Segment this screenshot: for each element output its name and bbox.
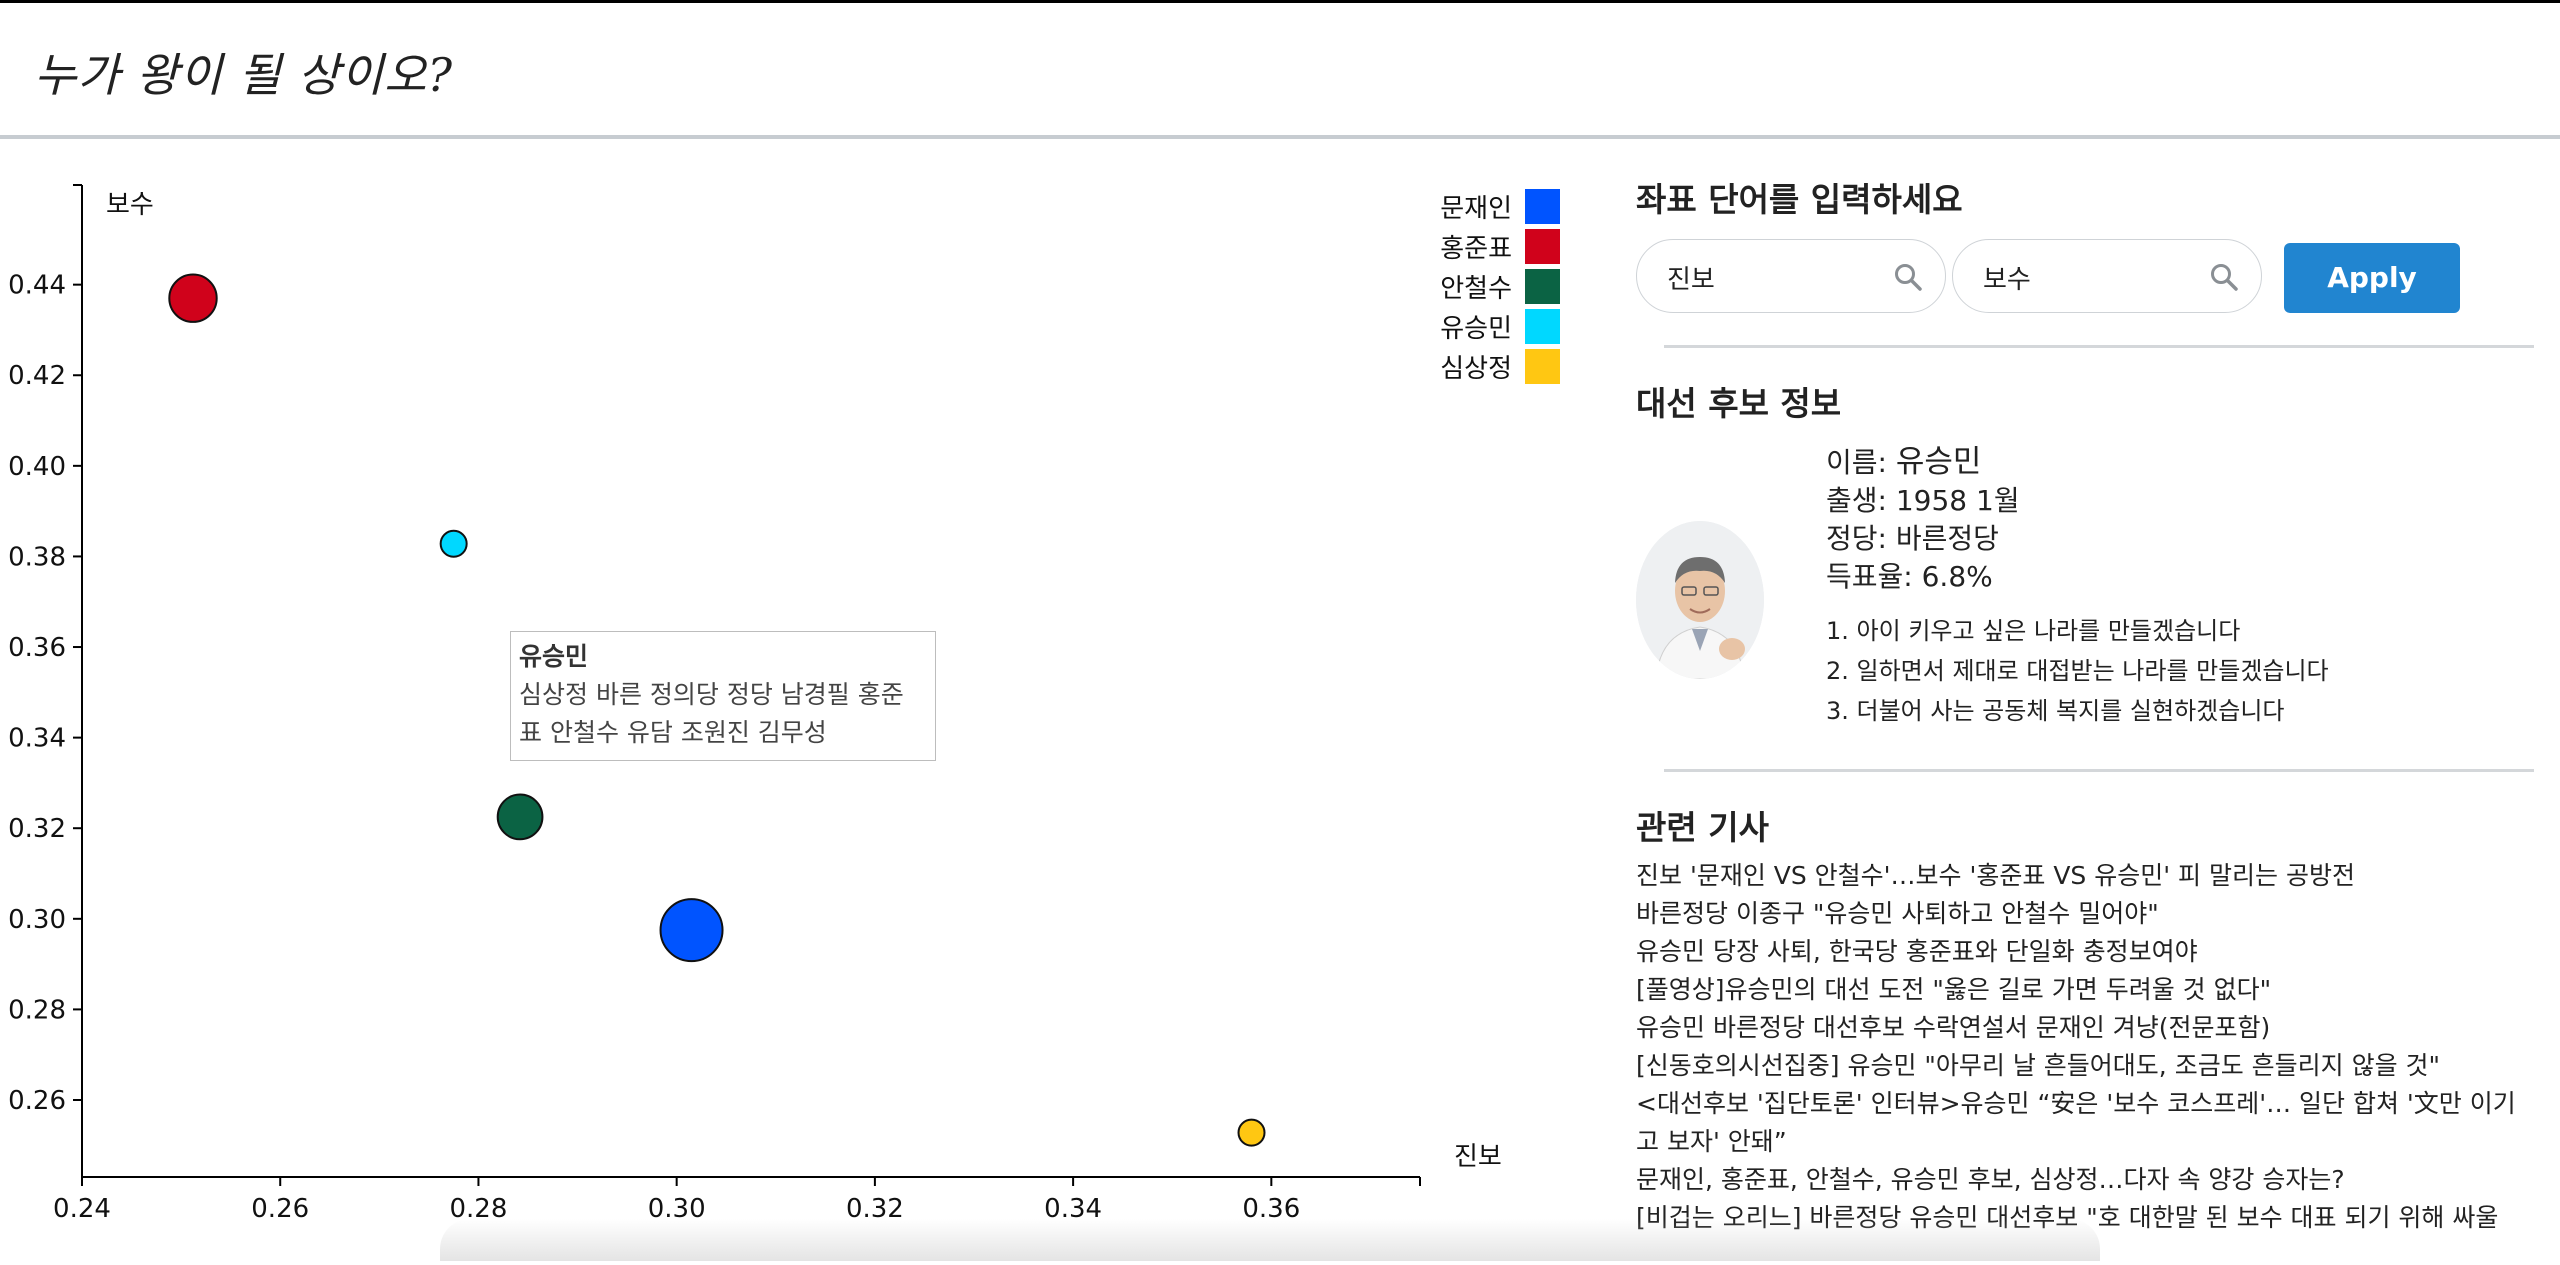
coord-input-row: Apply [1636,239,2536,315]
y-tick-label: 0.36 [8,633,66,663]
tooltip-name: 유승민 [519,642,589,671]
side-panel: 좌표 단어를 입력하세요 Apply 대선 후보 정보 [1636,173,2536,1232]
x-tick-label: 0.26 [251,1194,309,1224]
tooltip-keywords-line-2: 표 안철수 유담 조원진 김무성 [519,718,827,747]
x-axis-label: 진보 [1454,1142,1502,1172]
candidate-name-row: 이름: 유승민 [1826,443,2020,482]
legend-swatch [1525,189,1560,224]
candidate-details: 이름: 유승민 출생: 1958 1월 정당: 바른정당 득표율: 6.8% [1826,443,2020,596]
legend-swatch [1525,349,1560,384]
news-item[interactable]: [풀영상]유승민의 대선 도전 "옳은 길로 가면 두려울 것 없다" [1636,975,2272,1004]
candidate-point [659,898,724,963]
candidate-birth: 출생: 1958 1월 [1826,484,2020,517]
candidate-party: 정당: 바른정당 [1826,522,1999,555]
legend-label: 안철수 [1440,274,1512,304]
y-tick-label: 0.38 [8,542,66,572]
legend-swatch [1525,269,1560,304]
chart-area: 0.26 0.28 0.30 0.32 0.34 0.36 0.38 0.40 0.42 0.44… [0,143,1600,1261]
y-tick-label: 0.32 [8,814,66,844]
y-tick-label: 0.28 [8,995,66,1025]
legend-label: 심상정 [1440,354,1512,384]
y-tick-label: 0.44 [8,271,66,301]
pledge-item: 1. 아이 키우고 싶은 나라를 만들겠습니다 [1826,617,2241,645]
name-value: 유승민 [1895,444,1982,480]
candidate-profile: 이름: 유승민 출생: 1958 1월 정당: 바른정당 득표율: 6.8% 1… [1636,443,2536,743]
legend-swatch [1525,309,1560,344]
candidate-photo [1636,521,1764,679]
apply-button[interactable]: Apply [2284,243,2460,313]
candidate-vote-share: 득표율: 6.8% [1826,560,1993,593]
app-header: 누가 왕이 될 상이오? [0,3,2560,139]
legend-label: 유승민 [1440,314,1512,344]
news-item[interactable]: 유승민 당장 사퇴, 한국당 홍준표와 단일화 충정보여야 [1636,937,2198,966]
legend-label: 문재인 [1440,194,1512,224]
pledge-list: 1. 아이 키우고 싶은 나라를 만들겠습니다 2. 일하면서 제대로 대접받는… [1826,611,2329,731]
divider [1664,769,2534,772]
tooltip-keywords-line-1: 심상정 바른 정의당 정당 남경필 홍준 [519,680,904,709]
coord-input-title: 좌표 단어를 입력하세요 [1636,180,1963,219]
y-tick-label: 0.30 [8,905,66,935]
search-icon[interactable] [1893,262,1923,292]
candidate-tooltip: 유승민 심상정 바른 정의당 정당 남경필 홍준 표 안철수 유담 조원진 김무… [510,631,936,761]
x-axis-word-input[interactable] [1665,254,1879,300]
scatter-chart: 0.26 0.28 0.30 0.32 0.34 0.36 0.38 0.40 0.42 0.44… [8,184,1560,1224]
candidate-portrait-icon [1636,521,1764,679]
page-title: 누가 왕이 될 상이오? [34,48,454,102]
candidate-point [496,793,544,841]
pledge-item: 3. 더불어 사는 공동체 복지를 실현하겠습니다 [1826,697,2285,725]
legend-swatch [1525,229,1560,264]
candidate-point [168,273,218,323]
divider [1664,345,2534,348]
y-axis-word-input[interactable] [1981,254,2195,300]
related-news-title: 관련 기사 [1636,808,1769,847]
news-item[interactable]: 바른정당 이종구 "유승민 사퇴하고 안철수 밀어야" [1636,899,2159,928]
y-tick-label: 0.42 [8,361,66,391]
pledge-item: 2. 일하면서 제대로 대접받는 나라를 만들겠습니다 [1826,657,2329,685]
candidate-info-title: 대선 후보 정보 [1636,384,1842,423]
y-tick-label: 0.34 [8,724,66,754]
y-axis-word-field[interactable] [1952,239,2262,313]
news-item[interactable]: 문재인, 홍준표, 안철수, 유승민 후보, 심상정…다자 속 양강 승자는? [1636,1165,2345,1194]
candidate-point [439,529,468,558]
news-list: 진보 '문재인 VS 안철수'…보수 '홍준표 VS 유승민' 피 말리는 공방… [1636,857,2536,1237]
news-item[interactable]: 진보 '문재인 VS 안철수'…보수 '홍준표 VS 유승민' 피 말리는 공방… [1636,861,2355,890]
name-label: 이름: [1826,446,1896,479]
search-icon[interactable] [2209,262,2239,292]
candidate-point [1237,1118,1266,1147]
bottom-scroll-shadow [440,1219,2100,1261]
news-item[interactable]: 유승민 바른정당 대선후보 수락연설서 문재인 겨냥(전문포함) [1636,1013,2271,1042]
y-axis-label: 보수 [106,190,154,220]
y-tick-label: 0.26 [8,1086,66,1116]
x-tick-label: 0.24 [53,1194,111,1224]
y-tick-label: 0.40 [8,452,66,482]
news-item[interactable]: <대선후보 '집단토론' 인터뷰>유승민 “安은 '보수 코스프레'… 일단 합… [1636,1089,2516,1156]
x-axis-word-field[interactable] [1636,239,1946,313]
legend-label: 홍준표 [1440,234,1512,264]
news-item[interactable]: [신동호의시선집중] 유승민 "아무리 날 흔들어대도, 조금도 흔들리지 않을… [1636,1051,2441,1080]
